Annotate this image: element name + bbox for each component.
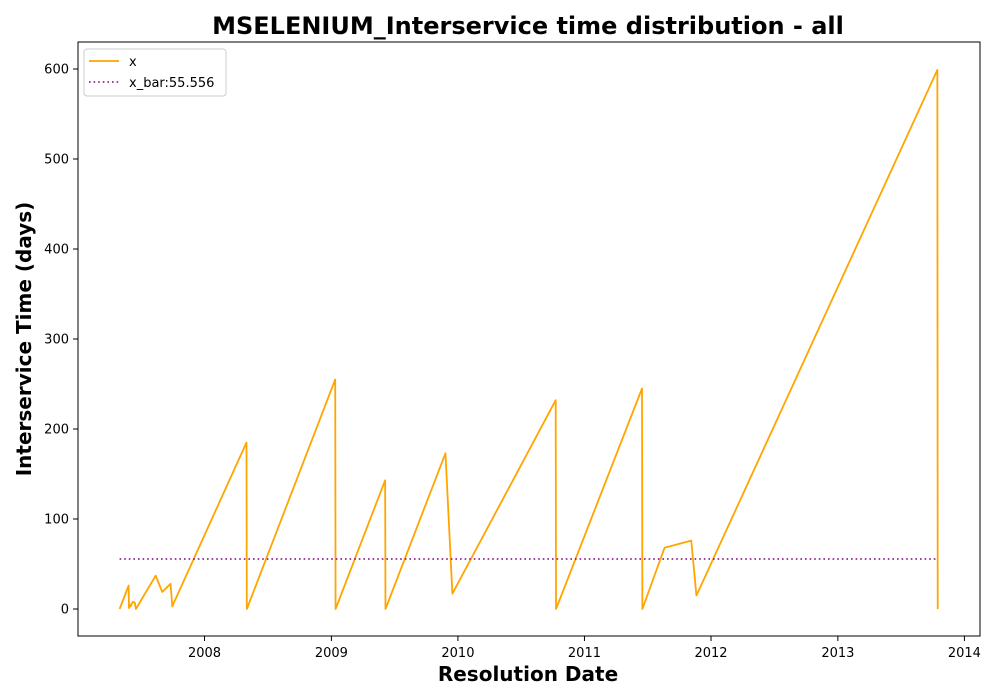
x-tick-label: 2013 xyxy=(821,646,854,661)
chart-title: MSELENIUM_Interservice time distribution… xyxy=(212,12,844,40)
y-tick-label: 100 xyxy=(44,513,69,528)
x-tick-label: 2014 xyxy=(948,646,981,661)
x-tick-label: 2012 xyxy=(694,646,727,661)
y-tick-label: 0 xyxy=(61,603,69,618)
legend: x x_bar:55.556 xyxy=(83,48,227,97)
y-axis-label: Interservice Time (days) xyxy=(12,202,36,477)
x-tick-label: 2011 xyxy=(568,646,601,661)
series-line-x xyxy=(118,69,939,610)
x-axis-label: Resolution Date xyxy=(438,662,618,686)
legend-label-x: x xyxy=(129,55,137,70)
x-axis: 2008 2009 2010 2011 2012 2013 2014 xyxy=(188,636,981,661)
legend-label-x-bar: x_bar:55.556 xyxy=(129,76,214,91)
x-tick-label: 2008 xyxy=(188,646,221,661)
x-tick-label: 2009 xyxy=(315,646,348,661)
y-tick-label: 300 xyxy=(44,333,69,348)
legend-box xyxy=(83,48,227,97)
x-tick-label: 2010 xyxy=(441,646,474,661)
y-axis: 0 100 200 300 400 500 600 xyxy=(44,63,78,618)
y-tick-label: 200 xyxy=(44,423,69,438)
y-tick-label: 400 xyxy=(44,243,69,258)
y-tick-label: 600 xyxy=(44,63,69,78)
plot-area-frame xyxy=(77,41,981,637)
y-tick-label: 500 xyxy=(44,153,69,168)
series-layer xyxy=(118,69,939,610)
